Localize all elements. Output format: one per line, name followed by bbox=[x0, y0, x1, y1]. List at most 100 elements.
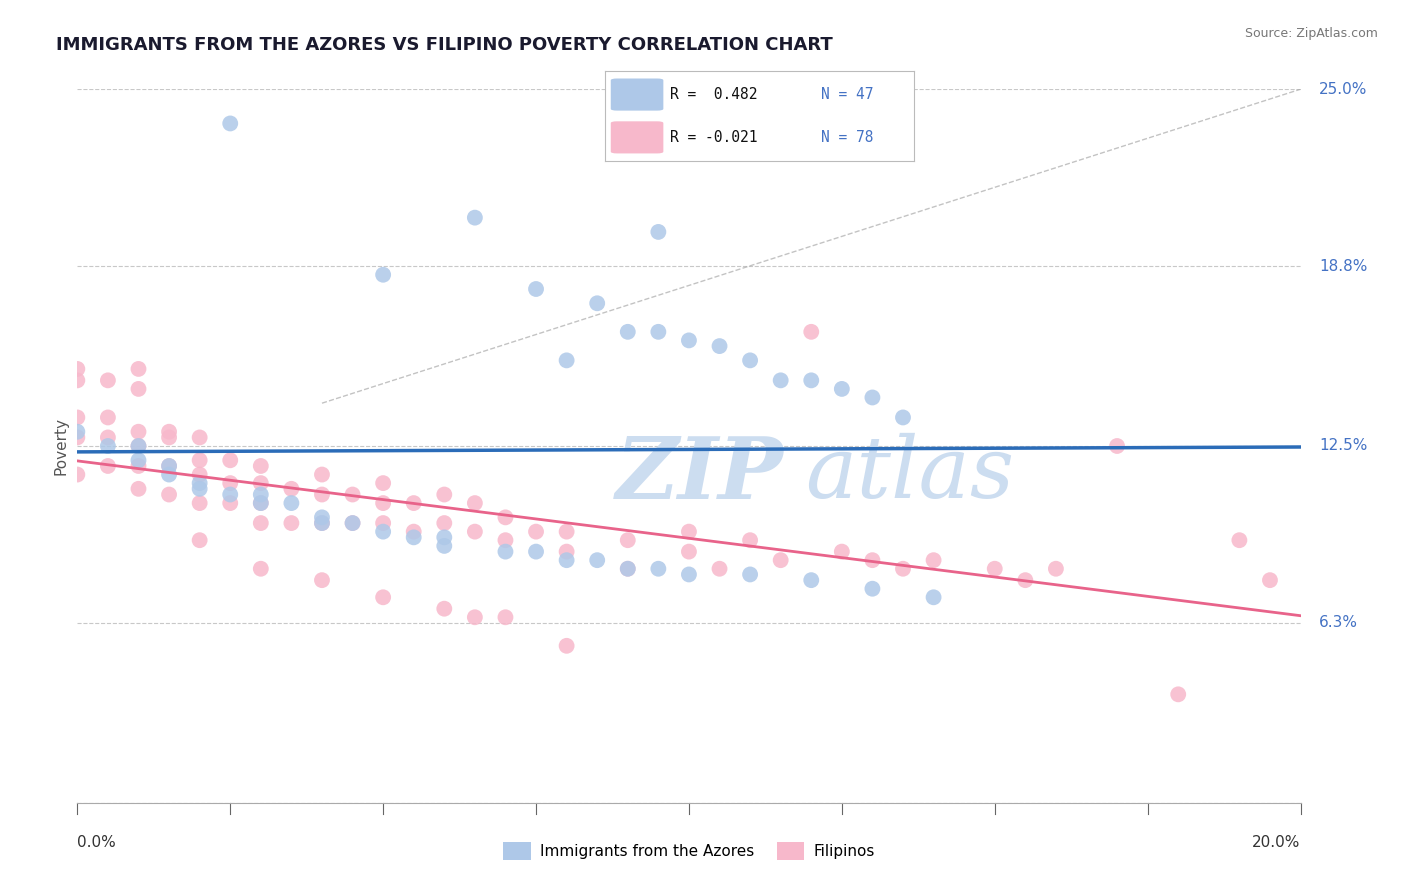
Point bbox=[66, 467, 89, 482]
Point bbox=[157, 458, 180, 473]
Point bbox=[862, 391, 884, 405]
Point bbox=[250, 487, 273, 501]
Point bbox=[188, 430, 211, 444]
Point bbox=[922, 553, 945, 567]
Point bbox=[495, 533, 517, 548]
Point bbox=[891, 410, 914, 425]
Text: 25.0%: 25.0% bbox=[1319, 82, 1367, 96]
Point bbox=[250, 496, 273, 510]
Point bbox=[188, 467, 211, 482]
Point bbox=[371, 516, 394, 530]
Text: atlas: atlas bbox=[806, 434, 1014, 516]
Point bbox=[831, 544, 853, 558]
Point bbox=[157, 425, 180, 439]
Point bbox=[157, 430, 180, 444]
FancyBboxPatch shape bbox=[610, 121, 664, 153]
Point bbox=[66, 362, 89, 376]
Point bbox=[617, 562, 640, 576]
Legend: Immigrants from the Azores, Filipinos: Immigrants from the Azores, Filipinos bbox=[496, 836, 882, 866]
Point bbox=[555, 353, 578, 368]
Point bbox=[1014, 573, 1036, 587]
Point bbox=[402, 530, 425, 544]
Point bbox=[617, 533, 640, 548]
Point bbox=[127, 482, 149, 496]
Point bbox=[311, 573, 333, 587]
Point bbox=[464, 610, 486, 624]
Point bbox=[647, 325, 669, 339]
Point bbox=[311, 516, 333, 530]
Point bbox=[157, 467, 180, 482]
Text: IMMIGRANTS FROM THE AZORES VS FILIPINO POVERTY CORRELATION CHART: IMMIGRANTS FROM THE AZORES VS FILIPINO P… bbox=[56, 36, 832, 54]
Point bbox=[97, 410, 120, 425]
Text: N = 47: N = 47 bbox=[821, 87, 873, 102]
Point bbox=[127, 458, 149, 473]
FancyBboxPatch shape bbox=[610, 78, 664, 111]
Point bbox=[433, 487, 456, 501]
Point bbox=[250, 516, 273, 530]
Point bbox=[402, 524, 425, 539]
Point bbox=[647, 562, 669, 576]
Point bbox=[464, 524, 486, 539]
Point bbox=[495, 544, 517, 558]
Point bbox=[219, 487, 242, 501]
Point bbox=[678, 524, 700, 539]
Point bbox=[157, 458, 180, 473]
Point bbox=[891, 562, 914, 576]
Point bbox=[678, 334, 700, 348]
Point bbox=[371, 524, 394, 539]
Point bbox=[617, 562, 640, 576]
Text: 20.0%: 20.0% bbox=[1253, 835, 1301, 850]
Point bbox=[66, 425, 89, 439]
Point bbox=[402, 496, 425, 510]
Point bbox=[188, 476, 211, 491]
Point bbox=[433, 530, 456, 544]
Point bbox=[555, 544, 578, 558]
Point bbox=[219, 453, 242, 467]
Point bbox=[586, 296, 609, 310]
Point bbox=[157, 487, 180, 501]
Point bbox=[188, 453, 211, 467]
Point bbox=[250, 458, 273, 473]
Point bbox=[433, 601, 456, 615]
Text: ZIP: ZIP bbox=[616, 433, 783, 516]
Point bbox=[311, 510, 333, 524]
Point bbox=[1167, 687, 1189, 701]
Point bbox=[280, 482, 302, 496]
Point bbox=[433, 516, 456, 530]
Point bbox=[922, 591, 945, 605]
Point bbox=[984, 562, 1007, 576]
Point bbox=[250, 496, 273, 510]
Point bbox=[647, 225, 669, 239]
Point bbox=[709, 562, 731, 576]
Point bbox=[219, 476, 242, 491]
Point bbox=[862, 582, 884, 596]
Point bbox=[740, 353, 762, 368]
Point bbox=[464, 496, 486, 510]
Point bbox=[586, 553, 609, 567]
Point bbox=[188, 533, 211, 548]
Text: R =  0.482: R = 0.482 bbox=[669, 87, 756, 102]
Point bbox=[524, 282, 547, 296]
Point bbox=[433, 539, 456, 553]
Point bbox=[342, 516, 364, 530]
Point bbox=[188, 496, 211, 510]
Point bbox=[464, 211, 486, 225]
Point bbox=[1107, 439, 1129, 453]
Text: R = -0.021: R = -0.021 bbox=[669, 130, 756, 145]
Point bbox=[219, 116, 242, 130]
Point bbox=[127, 453, 149, 467]
Point bbox=[219, 496, 242, 510]
Point bbox=[1045, 562, 1067, 576]
Point bbox=[555, 639, 578, 653]
Point bbox=[769, 373, 792, 387]
Point bbox=[280, 516, 302, 530]
Point bbox=[740, 533, 762, 548]
Point bbox=[280, 496, 302, 510]
Point bbox=[97, 439, 120, 453]
Point bbox=[66, 373, 89, 387]
Point bbox=[678, 567, 700, 582]
Point bbox=[127, 425, 149, 439]
Point bbox=[800, 325, 823, 339]
Point bbox=[188, 482, 211, 496]
Point bbox=[371, 591, 394, 605]
